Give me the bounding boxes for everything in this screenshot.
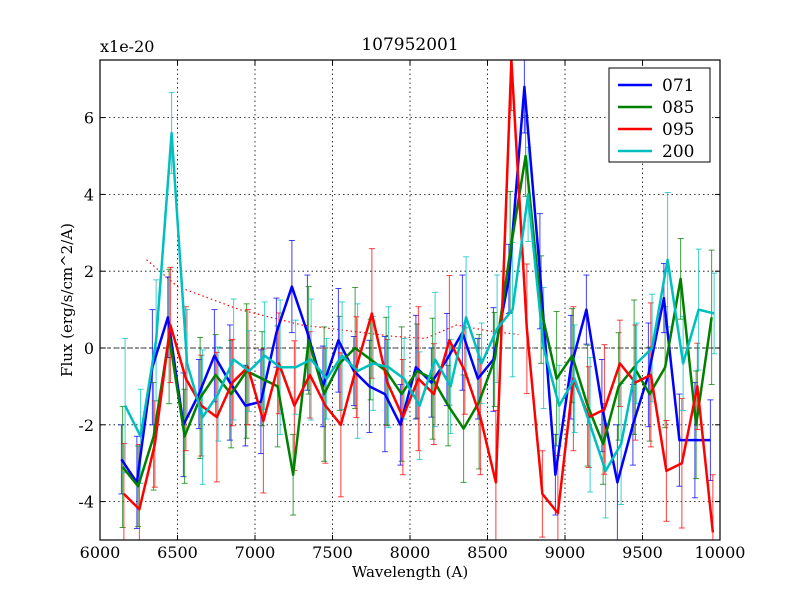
x-tick-label: 7000 [235,543,276,562]
y-tick-label: -2 [78,416,94,435]
x-tick-label: 9000 [545,543,586,562]
legend-label-071: 071 [662,76,694,96]
y-tick-labels: -4 -2 0 2 4 6 [78,109,94,512]
y-tick-label: 6 [84,109,94,128]
x-tick-labels: 6000 6500 7000 7500 8000 8500 9000 9500 10000 [80,543,746,562]
legend-box [608,67,711,163]
x-tick-label: 9500 [622,543,663,562]
legend-label-095: 095 [662,120,694,140]
grid-lines [100,60,720,540]
reference-curve-line [146,259,519,340]
axis-ticks [99,60,721,540]
series-line-200 [123,131,715,473]
chart-title: 107952001 [361,35,458,55]
x-tick-label: 7500 [312,543,353,562]
x-tick-label: 6500 [157,543,198,562]
legend-label-200: 200 [662,142,694,162]
x-tick-label: 6000 [80,543,121,562]
legend-label-085: 085 [662,98,694,118]
series-line-071 [120,85,711,484]
x-tick-label: 8500 [467,543,508,562]
y-scale-label: x1e-20 [100,37,154,56]
x-tick-label: 8000 [390,543,431,562]
y-tick-label: 0 [84,339,94,358]
series-line-095 [122,60,715,533]
y-tick-label: 2 [84,262,94,281]
x-tick-label: 10000 [695,543,746,562]
series-line-085 [121,154,713,488]
y-axis-label: Flux (erg/s/cm^2/A) [58,223,76,377]
y-tick-label: -4 [78,493,94,512]
y-tick-label: 4 [84,185,94,204]
x-axis-label: Wavelength (A) [352,563,468,581]
series-lines [120,60,715,533]
reference-curve [146,259,519,340]
